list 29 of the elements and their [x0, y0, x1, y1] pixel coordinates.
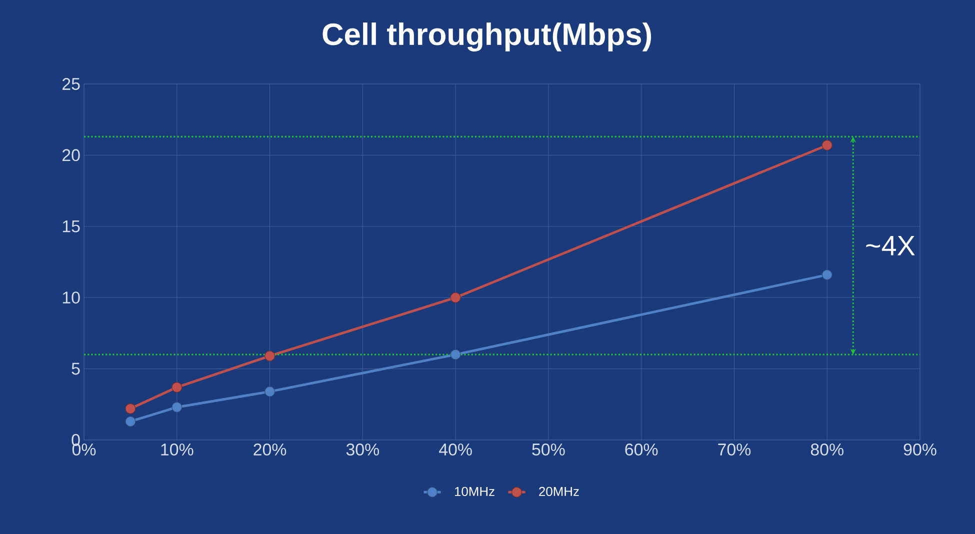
x-tick-label: 0%	[72, 444, 96, 456]
point	[264, 386, 276, 397]
x-tick-label: 80%	[810, 444, 844, 456]
point	[450, 292, 461, 303]
annotation: ~4X	[866, 236, 915, 256]
y-tick-label: 15	[62, 220, 80, 232]
point	[125, 403, 136, 414]
y-tick-label: 20	[62, 149, 80, 162]
chart-title: Cell throughput(Mbps)	[322, 22, 652, 52]
x-tick-label: 70%	[718, 444, 751, 456]
x-tick-label: 20%	[254, 444, 286, 456]
x-tick-label: 60%	[625, 444, 658, 456]
y-tick-label: 25	[62, 78, 80, 90]
point	[264, 350, 276, 362]
point	[450, 349, 461, 360]
x-tick-label: 40%	[439, 444, 472, 456]
point	[822, 140, 832, 150]
legend-label: 20MHz	[539, 486, 579, 496]
y-tick-label: 5	[72, 362, 80, 375]
legend-label: 10MHz	[454, 486, 494, 496]
point	[125, 416, 136, 427]
y-tick-label: 10	[62, 292, 80, 304]
point	[172, 402, 182, 413]
x-tick-label: 90%	[904, 444, 936, 456]
x-tick-label: 30%	[346, 444, 380, 456]
x-tick-label: 50%	[532, 444, 565, 456]
point	[172, 382, 182, 393]
point	[822, 270, 832, 280]
x-tick-label: 10%	[161, 444, 194, 456]
